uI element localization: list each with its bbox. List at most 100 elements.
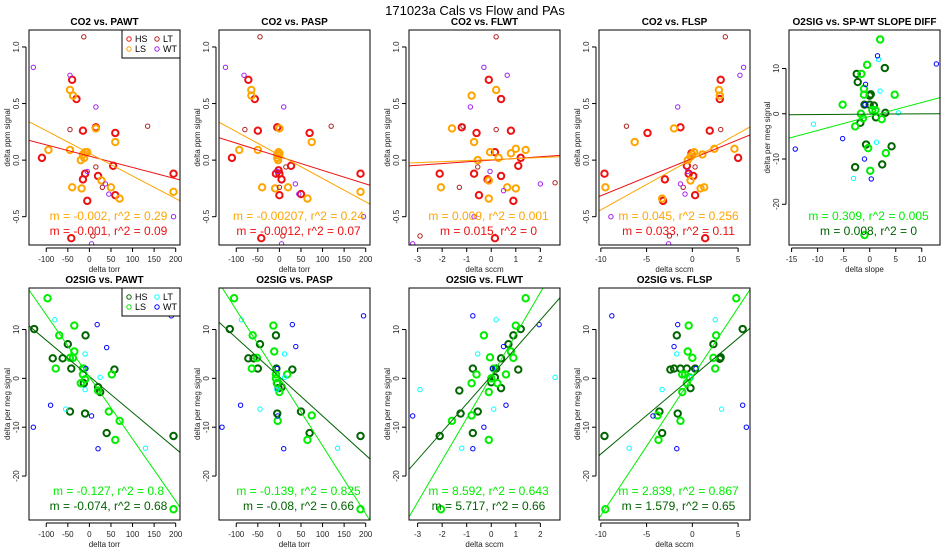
data-point	[244, 75, 253, 84]
data-point	[474, 191, 484, 200]
data-point	[70, 321, 79, 330]
data-point	[467, 91, 476, 100]
panel-title: O2SIG vs. SP-WT SLOPE DIFF	[793, 17, 937, 28]
fit-line-ls	[29, 121, 180, 202]
plot-frame	[408, 29, 561, 246]
data-point	[76, 379, 85, 388]
data-point	[67, 364, 76, 373]
fit-line-hs	[219, 137, 370, 186]
y-tick-label: -0.5	[202, 209, 211, 223]
legend-label: LS	[135, 302, 146, 312]
data-point	[303, 435, 312, 445]
data-point	[227, 153, 237, 163]
y-tick-label: 10	[202, 325, 211, 334]
data-point	[307, 137, 316, 147]
data-point	[77, 184, 86, 193]
data-point	[484, 435, 493, 445]
data-point	[67, 183, 77, 192]
data-point	[857, 69, 866, 79]
data-point	[303, 194, 312, 203]
data-point	[481, 64, 487, 71]
fit-annotation: m = -0.002, r^2 = 0.29	[50, 209, 168, 223]
data-point	[722, 34, 728, 40]
fit-line-hs	[409, 154, 560, 167]
data-point	[99, 184, 106, 190]
fit-annotation: m = 0.309, r^2 = 0.005	[808, 209, 929, 223]
series-hs	[225, 324, 365, 441]
x-axis-label: delta sccm	[465, 540, 504, 549]
data-point	[506, 149, 516, 158]
series-lt	[52, 317, 149, 451]
data-point	[511, 184, 521, 193]
data-point	[669, 124, 679, 133]
data-point	[862, 60, 872, 70]
y-axis-label: delta per meg signal	[763, 101, 772, 173]
data-point	[80, 409, 90, 418]
legend-marker-icon	[126, 294, 132, 300]
data-point	[257, 183, 267, 192]
x-tick-label: 50	[107, 255, 116, 264]
fit-annotation: m = 2.839, r^2 = 0.867	[618, 484, 739, 498]
data-point	[436, 183, 446, 192]
data-point	[733, 153, 743, 163]
data-point	[52, 317, 58, 323]
data-point	[83, 196, 92, 206]
fit-line-ls	[599, 289, 750, 519]
data-point	[514, 365, 523, 374]
data-point	[436, 505, 446, 514]
y-axis-label: delta per meg signal	[383, 368, 392, 440]
fit-annotation: m = 0.045, r^2 = 0.256	[618, 209, 739, 223]
data-point	[271, 370, 281, 379]
y-tick-label: 0	[392, 376, 401, 381]
data-point	[682, 379, 692, 388]
legend-marker-icon	[126, 304, 132, 310]
data-point	[863, 143, 873, 153]
data-point	[283, 164, 289, 170]
y-tick-label: 1.0	[582, 41, 591, 53]
fit-line-hs	[219, 321, 370, 460]
data-point	[730, 144, 739, 154]
data-point	[677, 181, 684, 187]
x-axis-label: delta sccm	[655, 265, 694, 274]
x-tick-label: 100	[126, 255, 140, 264]
y-tick-label: 10	[12, 325, 21, 334]
data-point	[489, 365, 496, 372]
fit-annotation: m = 0.033, r^2 = 0.11	[622, 224, 735, 238]
data-point	[111, 137, 120, 147]
data-point	[537, 181, 544, 187]
x-tick-label: 200	[169, 530, 183, 539]
data-point	[657, 194, 667, 203]
data-point	[94, 321, 100, 328]
panel-title: CO2 vs. FLSP	[642, 17, 708, 28]
fit-annotation: m = 0.015, r^2 = 0	[440, 224, 537, 238]
data-point	[601, 183, 610, 192]
data-point	[97, 176, 106, 185]
series-lt	[810, 56, 902, 182]
data-point	[479, 331, 489, 340]
panel-9: O2SIG vs. FLSP -10 -5 0 5 -20 -10 0 10 delta sccm…	[573, 275, 751, 549]
data-point	[271, 169, 281, 178]
series-wt	[30, 313, 175, 452]
y-tick-label: 0	[582, 376, 591, 381]
series-hs	[29, 324, 178, 441]
data-point	[862, 81, 869, 88]
data-point	[521, 294, 530, 303]
data-point	[877, 88, 883, 94]
data-point	[669, 364, 679, 373]
y-tick-label: -20	[772, 198, 781, 210]
data-point	[275, 124, 284, 133]
y-tick-label: 0.0	[12, 154, 21, 166]
data-point	[253, 145, 263, 155]
data-point	[253, 126, 263, 135]
fit-annotation: m = 0.008, r^2 = 0	[820, 224, 917, 238]
y-tick-label: 0.0	[392, 154, 401, 166]
data-point	[274, 413, 281, 419]
data-point	[676, 123, 685, 132]
data-point	[88, 241, 95, 245]
data-point	[682, 191, 688, 197]
data-point	[880, 63, 890, 73]
data-point	[493, 379, 502, 388]
data-point	[871, 105, 880, 115]
data-point	[229, 294, 239, 303]
fit-line-ls	[29, 289, 180, 508]
